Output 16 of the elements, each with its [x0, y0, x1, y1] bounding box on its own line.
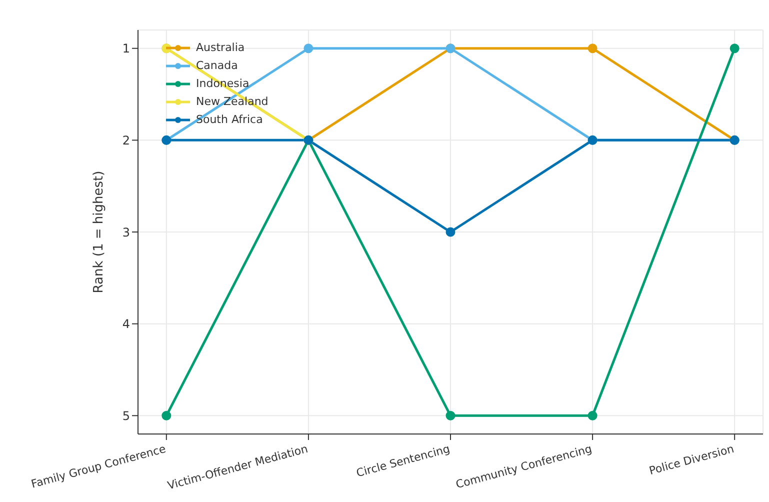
point: [446, 227, 456, 237]
point: [304, 44, 314, 54]
y-tick-label: 4: [122, 317, 130, 332]
legend-label: Canada: [196, 58, 238, 74]
y-tick-label: 5: [122, 408, 130, 423]
y-tick-label: 1: [122, 42, 130, 56]
y-axis-title: Rank (1 = highest): [92, 170, 107, 294]
point: [588, 410, 598, 420]
point: [588, 44, 598, 54]
legend-label: Australia: [196, 40, 245, 56]
y-tick-label: 2: [122, 133, 130, 148]
point: [162, 410, 172, 420]
point: [730, 44, 740, 54]
point: [446, 410, 456, 420]
y-tick-label: 3: [122, 225, 130, 240]
x-tick-label: Police Diversion: [648, 442, 736, 478]
